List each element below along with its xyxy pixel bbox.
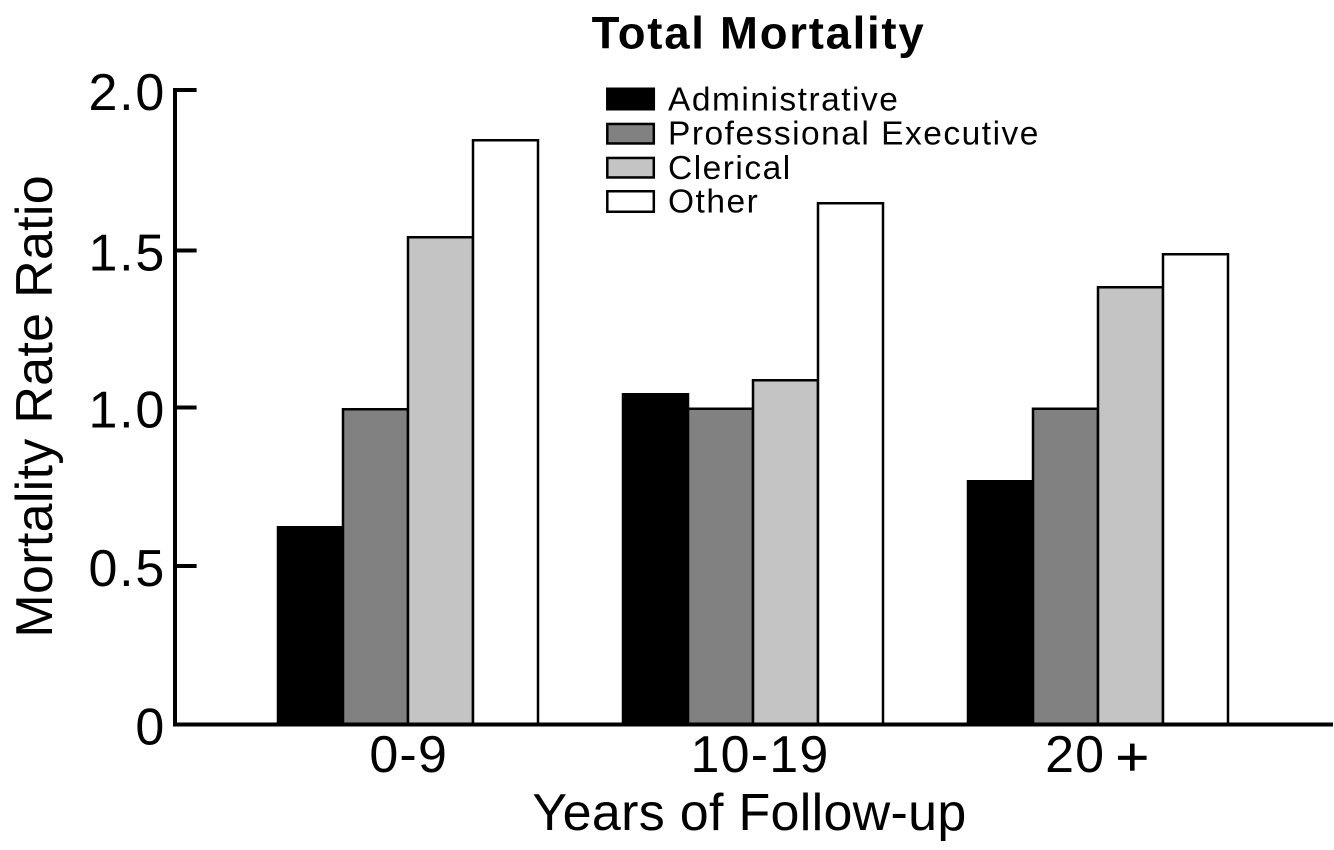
svg-text:0: 0 [135, 699, 166, 757]
svg-text:Mortality Rate Ratio: Mortality Rate Ratio [6, 175, 64, 638]
svg-text:Total Mortality: Total Mortality [592, 8, 926, 59]
svg-text:20: 20 [1045, 726, 1105, 784]
svg-text:0-9: 0-9 [369, 726, 448, 784]
svg-text:0.5: 0.5 [88, 540, 166, 598]
svg-text:Clerical: Clerical [668, 150, 792, 187]
svg-text:Years of Follow-up: Years of Follow-up [532, 784, 966, 842]
svg-text:1.0: 1.0 [88, 382, 166, 440]
svg-text:2.0: 2.0 [88, 64, 166, 122]
svg-text:Other: Other [668, 184, 759, 221]
svg-text:Administrative: Administrative [668, 81, 899, 118]
svg-text:Professional Executive: Professional Executive [668, 115, 1040, 152]
svg-text:10-19: 10-19 [691, 726, 830, 784]
svg-text:1.5: 1.5 [88, 225, 166, 283]
